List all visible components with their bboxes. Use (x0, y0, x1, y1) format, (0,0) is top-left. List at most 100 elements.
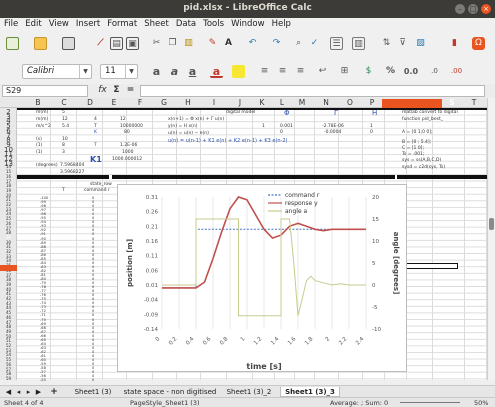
row-header-55[interactable]: 55 (5, 357, 12, 363)
column-header-j[interactable]: J (238, 98, 242, 107)
row-header-28[interactable]: 28 (5, 230, 12, 236)
column-header-p[interactable]: P (369, 98, 375, 107)
last-sheet-icon[interactable]: ▶ (35, 388, 42, 396)
bold-icon[interactable]: a (152, 65, 161, 78)
menu-tools[interactable]: Tools (203, 19, 225, 29)
menu-edit[interactable]: Edit (25, 19, 42, 29)
column-header-o[interactable]: O (347, 98, 353, 107)
add-decimal-icon[interactable]: .0 (431, 67, 438, 75)
highlight-icon[interactable] (232, 65, 245, 78)
row-header-39[interactable]: 39 (5, 281, 12, 287)
row-header-51[interactable]: 51 (5, 338, 12, 344)
undo-icon[interactable]: ↶ (248, 38, 257, 48)
delete-decimal-icon[interactable]: .00 (450, 67, 463, 75)
row-header-23[interactable]: 23 (5, 206, 12, 212)
open-folder-icon[interactable] (34, 37, 47, 50)
row-header-43[interactable]: 43 (5, 300, 12, 306)
row-header-38[interactable]: 38 (5, 277, 12, 283)
column-header-h[interactable]: H (185, 98, 191, 107)
row-header-49[interactable]: 49 (5, 328, 12, 334)
save-icon[interactable] (62, 37, 75, 50)
row-header-15[interactable]: 15 (5, 169, 12, 175)
row-header-46[interactable]: 46 (5, 314, 12, 320)
merge-cells-icon[interactable]: ⊞ (340, 66, 349, 76)
column-header-s[interactable]: S (449, 98, 455, 107)
row-header-34[interactable]: 34 (5, 258, 12, 264)
copy-icon[interactable]: ❐ (168, 38, 177, 48)
row-header-59[interactable]: 59 (5, 375, 12, 381)
row-header-30[interactable]: 30 (5, 239, 12, 245)
special-character-icon[interactable]: Ω (472, 37, 485, 50)
row-header-44[interactable]: 44 (5, 305, 12, 311)
chevron-down-icon[interactable]: ▼ (79, 65, 91, 78)
percent-icon[interactable]: % (385, 66, 396, 76)
menu-sheet[interactable]: Sheet (144, 19, 169, 29)
menu-data[interactable]: Data (175, 19, 197, 29)
row-header-32[interactable]: 32 (5, 249, 12, 254)
row-header-24[interactable]: 24 (5, 211, 12, 217)
menu-format[interactable]: Format (107, 19, 138, 29)
name-box[interactable]: S29 (2, 85, 88, 97)
row-header-42[interactable]: 42 (5, 296, 12, 301)
align-right-icon[interactable]: ≡ (296, 66, 305, 76)
close-icon[interactable]: × (481, 4, 491, 14)
tab-sheet1-3[interactable]: Sheet1 (3) (74, 388, 112, 396)
font-size-box[interactable]: 11 ▼ (100, 64, 138, 79)
print-icon[interactable]: ▤ (110, 37, 123, 50)
row-header-31[interactable]: 31 (5, 244, 12, 250)
row-icon[interactable]: ☰ (330, 37, 343, 50)
formula-equals-icon[interactable]: = (126, 85, 135, 95)
row-header-37[interactable]: 37 (5, 272, 12, 278)
wrap-text-icon[interactable]: ↩ (318, 66, 327, 76)
currency-icon[interactable]: $ (365, 66, 372, 76)
row-header-18[interactable]: 18 (5, 183, 12, 189)
row-header-7[interactable]: 7 (6, 131, 11, 140)
selection-summary[interactable]: Average: ; Sum: 0 (330, 399, 389, 407)
autofilter-icon[interactable]: ⊽ (399, 38, 406, 48)
column-header-i[interactable]: I (212, 98, 216, 107)
row-header-33[interactable]: 33 (5, 253, 12, 259)
row-header-8[interactable]: 8 (6, 136, 11, 145)
row-header-47[interactable]: 47 (5, 319, 12, 325)
column-header-g[interactable]: G (161, 98, 167, 107)
add-sheet-icon[interactable]: + (50, 387, 58, 397)
font-name-box[interactable]: Calibri ▼ (22, 64, 92, 79)
zoom-slider[interactable] (400, 402, 460, 403)
row-header-19[interactable]: 19 (5, 187, 12, 193)
row-header-2[interactable]: 2 (6, 108, 11, 116)
row-header-26[interactable]: 26 (5, 220, 12, 226)
cut-icon[interactable]: ✂ (152, 38, 161, 48)
print-preview-icon[interactable]: ▣ (126, 37, 139, 50)
minimize-icon[interactable]: – (455, 4, 465, 14)
menu-view[interactable]: View (48, 19, 69, 29)
row-header-20[interactable]: 20 (5, 192, 12, 198)
column-header-d[interactable]: D (87, 98, 93, 107)
row-header-29[interactable]: 29 (5, 234, 12, 240)
tab-sheet1-3-2[interactable]: Sheet1 (3)_2 (226, 388, 272, 396)
export-pdf-icon[interactable]: ⟋ (97, 38, 104, 48)
row-header-50[interactable]: 50 (5, 333, 12, 339)
row-header-56[interactable]: 56 (5, 361, 12, 367)
selected-cell[interactable] (400, 263, 458, 269)
row-header-11[interactable]: 11 (4, 150, 13, 159)
number-format-icon[interactable]: 0.0 (403, 67, 419, 76)
row-header-21[interactable]: 21 (5, 197, 12, 203)
row-header-54[interactable]: 54 (5, 352, 12, 358)
row-header-27[interactable]: 27 (5, 225, 12, 231)
column-icon[interactable]: ▥ (352, 37, 365, 50)
align-center-icon[interactable]: ≡ (278, 66, 287, 76)
column-header-m[interactable]: M (298, 98, 306, 107)
vertical-scrollbar[interactable] (487, 98, 495, 380)
row-header-4[interactable]: 4 (6, 117, 11, 126)
row-header-22[interactable]: 22 (5, 202, 12, 207)
chevron-down-icon[interactable]: ▼ (125, 65, 137, 78)
row-header-48[interactable]: 48 (5, 324, 12, 330)
scroll-thumb[interactable] (489, 218, 494, 230)
row-header-40[interactable]: 40 (5, 286, 12, 292)
zoom-level[interactable]: 50% (474, 399, 489, 407)
spelling-icon[interactable]: ✓ (310, 38, 319, 48)
prev-sheet-icon[interactable]: ◂ (16, 388, 21, 396)
next-sheet-icon[interactable]: ▸ (26, 388, 31, 396)
font-color-icon[interactable]: a (210, 65, 223, 78)
row-header-57[interactable]: 57 (5, 366, 12, 372)
